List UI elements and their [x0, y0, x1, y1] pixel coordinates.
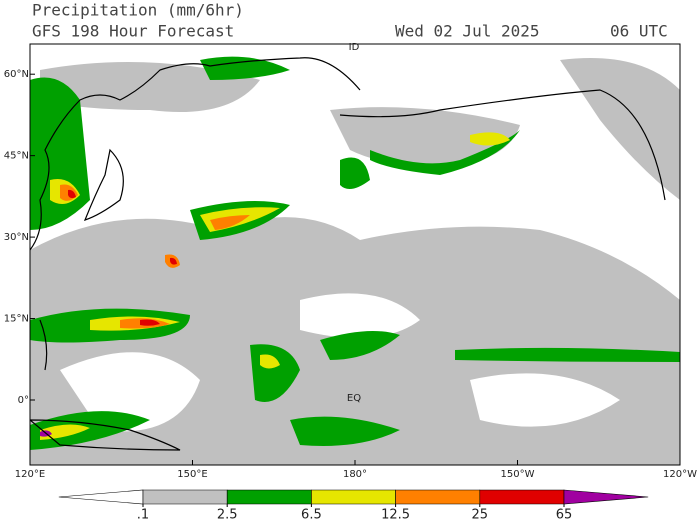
lon-label: 120°E [15, 469, 45, 480]
colorbar: .1 2.5 6.5 12.5 25 65 [58, 489, 649, 523]
colorbar-segment [563, 489, 649, 505]
colorbar-label: 12.5 [381, 508, 410, 523]
subtitle: GFS 198 Hour Forecast [32, 22, 234, 41]
lat-label: 15°N [4, 314, 29, 325]
equator-label: EQ [347, 393, 361, 404]
colorbar-label: 65 [556, 508, 573, 523]
map: ID EQ [29, 42, 681, 466]
lat-label: 45°N [4, 151, 29, 162]
lon-label: 120°W [663, 469, 697, 480]
colorbar-label: 25 [472, 508, 489, 523]
colorbar-label: 6.5 [301, 508, 322, 523]
dateline-label: ID [349, 42, 360, 53]
lon-label: 150°E [177, 469, 207, 480]
colorbar-segment [311, 489, 396, 505]
colorbar-segment [479, 489, 565, 505]
lon-label: 150°W [501, 469, 535, 480]
colorbar-label: 2.5 [217, 508, 238, 523]
colorbar-segment [142, 489, 228, 505]
lon-label: 180° [343, 469, 367, 480]
lat-label: 30°N [4, 232, 29, 243]
colorbar-segment [58, 489, 144, 505]
lat-label: 0° [18, 395, 29, 406]
title: Precipitation (mm/6hr) [32, 1, 244, 20]
date: Wed 02 Jul 2025 [395, 22, 540, 41]
precip-field [30, 56, 680, 465]
colorbar-segment [395, 489, 481, 505]
lat-label: 60°N [4, 69, 29, 80]
colorbar-segment [226, 489, 312, 505]
colorbar-label: .1 [137, 508, 149, 523]
time: 06 UTC [610, 22, 668, 41]
